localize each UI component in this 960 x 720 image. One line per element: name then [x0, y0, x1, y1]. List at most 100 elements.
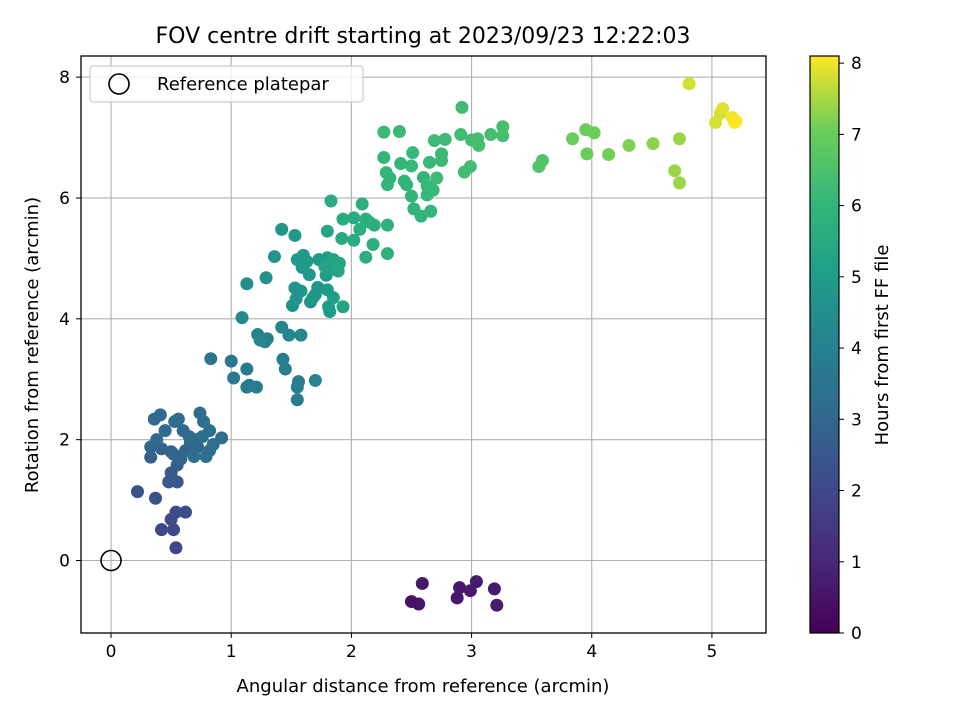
data-point: [150, 433, 164, 447]
data-point: [215, 431, 229, 445]
data-point: [240, 362, 254, 376]
data-point: [253, 333, 267, 347]
colorbar: 0 1 2 3 4 5 6 7 8 Hours from first FF file: [809, 54, 893, 644]
data-point: [377, 151, 391, 165]
data-point: [380, 247, 394, 261]
data-point: [153, 408, 167, 422]
data-point: [324, 194, 338, 208]
data-point: [336, 212, 350, 226]
data-point: [199, 450, 213, 464]
data-point: [149, 491, 163, 505]
data-point: [412, 597, 426, 611]
data-point: [295, 260, 309, 274]
legend-marker: [108, 73, 130, 95]
data-point: [336, 300, 350, 314]
colorbar-tick-label: 2: [851, 482, 862, 502]
data-point: [622, 138, 636, 152]
legend: Reference platepar: [89, 65, 364, 103]
data-point: [167, 523, 181, 537]
data-point: [353, 222, 367, 236]
data-point: [400, 178, 414, 192]
colorbar-tick-label: 4: [851, 339, 862, 359]
x-tick-label: 5: [707, 642, 718, 662]
data-point: [496, 129, 510, 143]
data-point: [415, 576, 429, 590]
data-point: [366, 238, 380, 252]
x-axis-label: Angular distance from reference (arcmin): [237, 676, 610, 697]
data-point: [394, 157, 408, 171]
data-point: [404, 189, 418, 203]
data-point: [454, 128, 468, 142]
data-point: [602, 147, 616, 161]
colorbar-tick-label: 6: [851, 197, 862, 217]
data-point: [380, 218, 394, 232]
legend-box: [89, 65, 364, 103]
data-point: [320, 224, 334, 238]
colorbar-tick-label: 7: [851, 125, 862, 145]
data-point: [566, 132, 580, 146]
grid: [81, 56, 766, 633]
data-point: [167, 447, 181, 461]
data-point: [294, 328, 308, 342]
data-point: [450, 591, 464, 605]
data-point: [404, 159, 418, 173]
data-point: [249, 380, 263, 394]
data-points: [130, 77, 743, 612]
y-axis-ticks: 0 2 4 6 8: [59, 68, 81, 571]
data-point: [144, 450, 158, 464]
data-point: [288, 281, 302, 295]
x-axis-ticks: 0 1 2 3 4 5: [106, 633, 718, 662]
data-point: [729, 114, 743, 128]
data-point: [171, 412, 185, 426]
data-point: [332, 256, 346, 270]
y-tick-label: 2: [59, 431, 70, 451]
data-point: [227, 371, 241, 385]
data-point: [535, 154, 549, 168]
data-point: [463, 160, 477, 174]
data-point: [471, 132, 485, 146]
colorbar-tick-label: 1: [851, 553, 862, 573]
data-point: [182, 430, 196, 444]
data-point: [672, 176, 686, 190]
x-tick-label: 1: [226, 642, 237, 662]
data-point: [496, 120, 510, 134]
data-point: [288, 228, 302, 242]
data-point: [435, 147, 449, 161]
data-point: [203, 424, 217, 438]
data-point: [326, 291, 340, 305]
colorbar-tick-label: 3: [851, 410, 862, 430]
data-point: [323, 305, 337, 319]
legend-entry-reference: Reference platepar: [157, 74, 329, 95]
data-point: [275, 222, 289, 236]
data-point: [487, 582, 501, 596]
data-point: [267, 250, 281, 264]
data-point: [282, 328, 296, 342]
data-point: [406, 146, 420, 160]
colorbar-tick-label: 0: [851, 624, 862, 644]
reference-platepar-marker: [100, 549, 122, 572]
data-point: [290, 393, 304, 407]
data-point: [259, 271, 273, 285]
data-point: [587, 126, 601, 140]
reference-marker-layer: [100, 549, 122, 572]
data-point: [469, 575, 483, 589]
data-point: [414, 209, 428, 223]
data-point: [347, 233, 361, 247]
chart-title: FOV centre drift starting at 2023/09/23 …: [156, 24, 691, 49]
data-point: [377, 125, 391, 139]
data-point: [453, 581, 467, 595]
data-point: [682, 77, 696, 91]
data-point: [423, 155, 437, 169]
data-point: [278, 362, 292, 376]
data-point: [672, 132, 686, 146]
data-point: [169, 541, 183, 555]
data-point: [347, 211, 361, 225]
colorbar-tick-label: 5: [851, 268, 862, 288]
x-tick-label: 0: [106, 642, 117, 662]
data-point: [235, 311, 249, 325]
y-tick-label: 0: [59, 551, 70, 571]
data-point: [240, 277, 254, 291]
colorbar-label: Hours from first FF file: [872, 245, 893, 446]
data-point: [359, 250, 373, 264]
